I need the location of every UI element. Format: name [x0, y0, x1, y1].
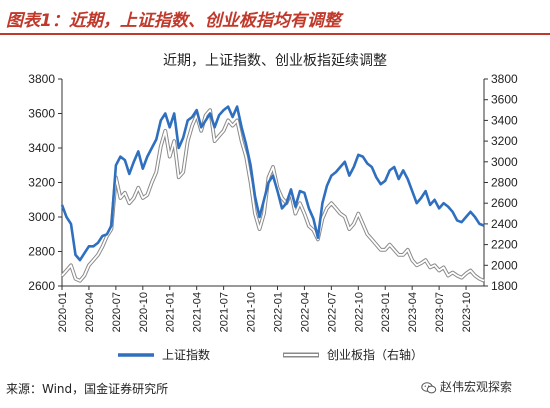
y-left-tick-label: 3200 — [28, 176, 55, 190]
series-line-right — [61, 109, 485, 282]
chart-series — [60, 105, 485, 283]
y-right-tick-label: 3400 — [491, 113, 518, 127]
y-right-tick-label: 2000 — [491, 258, 518, 272]
x-tick-label: 2020-10 — [138, 292, 150, 332]
x-tick-label: 2020-04 — [84, 292, 96, 332]
x-tick-label: 2023-04 — [407, 292, 419, 332]
y-right-tick-label: 3800 — [491, 72, 518, 86]
y-right-tick-label: 3600 — [491, 93, 518, 107]
x-tick-label: 2021-01 — [165, 292, 177, 332]
x-tick-label: 2022-07 — [326, 292, 338, 332]
x-tick-label: 2023-07 — [434, 292, 446, 332]
watermark-text: 赵伟宏观探索 — [440, 380, 513, 394]
y-right-tick-label: 3200 — [491, 134, 518, 148]
figure-header: 图表1：近期，上证指数、创业板指均有调整 — [0, 0, 550, 35]
y-right-tick-label: 2800 — [491, 176, 518, 190]
x-tick-label: 2021-07 — [219, 292, 231, 332]
chart-title: 近期，上证指数、创业板指延续调整 — [163, 53, 387, 69]
series-line-left — [60, 105, 485, 262]
y-right-tick-label: 3000 — [491, 155, 518, 169]
x-tick-label: 2020-01 — [57, 292, 69, 332]
y-right-tick-label: 2200 — [491, 238, 518, 252]
source-note: 来源：Wind，国金证券研究所 — [6, 382, 169, 396]
y-left-tick-label: 3000 — [28, 210, 55, 224]
y-left-tick-label: 2600 — [28, 279, 55, 293]
legend-label: 上证指数 — [162, 347, 210, 362]
y-left-tick-label: 3800 — [28, 72, 55, 86]
x-tick-label: 2020-07 — [111, 292, 123, 332]
legend-label: 创业板指（右轴） — [327, 347, 423, 362]
chart-axes: 2600 2800 3000 3200 3400 3600 3800 1800 2000 2200… — [28, 72, 518, 332]
x-tick-label: 2021-10 — [246, 292, 258, 332]
watermark: 赵伟宏观探索 — [421, 378, 512, 395]
figure-title: 图表1：近期，上证指数、创业板指均有调整 — [6, 11, 341, 31]
figure-title-rule — [0, 33, 550, 35]
x-tick-label: 2023-10 — [461, 292, 473, 332]
x-tick-label: 2023-01 — [380, 292, 392, 332]
y-right-tick-label: 1800 — [491, 279, 518, 293]
x-tick-label: 2022-04 — [299, 292, 311, 332]
x-tick-label: 2021-04 — [192, 292, 204, 332]
x-tick-label: 2022-01 — [272, 292, 284, 332]
x-tick-label: 2022-10 — [353, 292, 365, 332]
y-right-tick-label: 2400 — [491, 217, 518, 231]
y-left-tick-label: 3600 — [28, 107, 55, 121]
y-left-tick-label: 2800 — [28, 245, 55, 259]
y-left-tick-label: 3400 — [28, 141, 55, 155]
chart-legend: 上证指数 创业板指（右轴） — [118, 347, 423, 362]
wechat-icon — [421, 381, 437, 393]
y-right-tick-label: 2600 — [491, 196, 518, 210]
